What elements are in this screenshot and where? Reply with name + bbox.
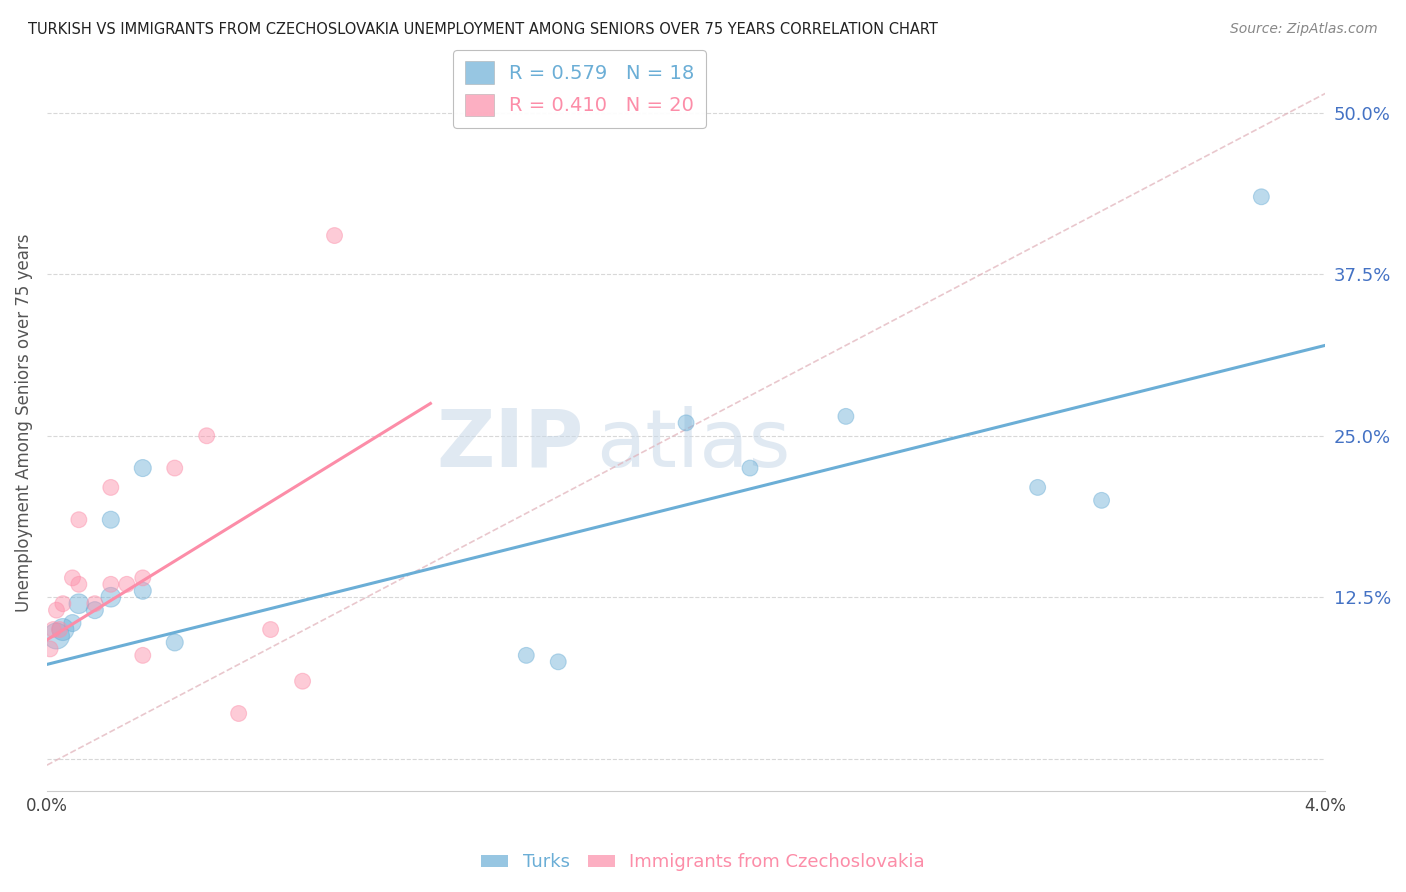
- Point: [259, 623, 281, 637]
- Point: [1250, 190, 1272, 204]
- Point: [115, 577, 138, 591]
- Point: [45, 603, 67, 617]
- Point: [738, 461, 761, 475]
- Point: [83, 603, 105, 617]
- Point: [42, 623, 65, 637]
- Point: [547, 655, 569, 669]
- Text: atlas: atlas: [596, 406, 792, 484]
- Point: [67, 577, 90, 591]
- Point: [132, 461, 155, 475]
- Point: [100, 513, 122, 527]
- Text: Source: ZipAtlas.com: Source: ZipAtlas.com: [1230, 22, 1378, 37]
- Text: ZIP: ZIP: [437, 406, 583, 484]
- Point: [100, 591, 122, 605]
- Point: [228, 706, 250, 721]
- Point: [67, 513, 90, 527]
- Point: [100, 577, 122, 591]
- Point: [835, 409, 858, 424]
- Legend: Turks, Immigrants from Czechoslovakia: Turks, Immigrants from Czechoslovakia: [474, 847, 932, 879]
- Point: [1026, 480, 1049, 494]
- Point: [291, 674, 314, 689]
- Point: [48, 623, 70, 637]
- Point: [675, 416, 697, 430]
- Point: [39, 641, 62, 656]
- Point: [323, 228, 346, 243]
- Point: [515, 648, 537, 663]
- Point: [52, 623, 75, 637]
- Point: [195, 429, 218, 443]
- Point: [52, 597, 75, 611]
- Point: [83, 597, 105, 611]
- Point: [45, 629, 67, 643]
- Legend: R = 0.579   N = 18, R = 0.410   N = 20: R = 0.579 N = 18, R = 0.410 N = 20: [453, 50, 706, 128]
- Point: [62, 571, 84, 585]
- Point: [132, 571, 155, 585]
- Point: [67, 597, 90, 611]
- Y-axis label: Unemployment Among Seniors over 75 years: Unemployment Among Seniors over 75 years: [15, 234, 32, 612]
- Point: [1090, 493, 1112, 508]
- Point: [62, 616, 84, 631]
- Point: [100, 480, 122, 494]
- Point: [163, 635, 186, 649]
- Point: [132, 583, 155, 598]
- Point: [132, 648, 155, 663]
- Point: [163, 461, 186, 475]
- Text: TURKISH VS IMMIGRANTS FROM CZECHOSLOVAKIA UNEMPLOYMENT AMONG SENIORS OVER 75 YEA: TURKISH VS IMMIGRANTS FROM CZECHOSLOVAKI…: [28, 22, 938, 37]
